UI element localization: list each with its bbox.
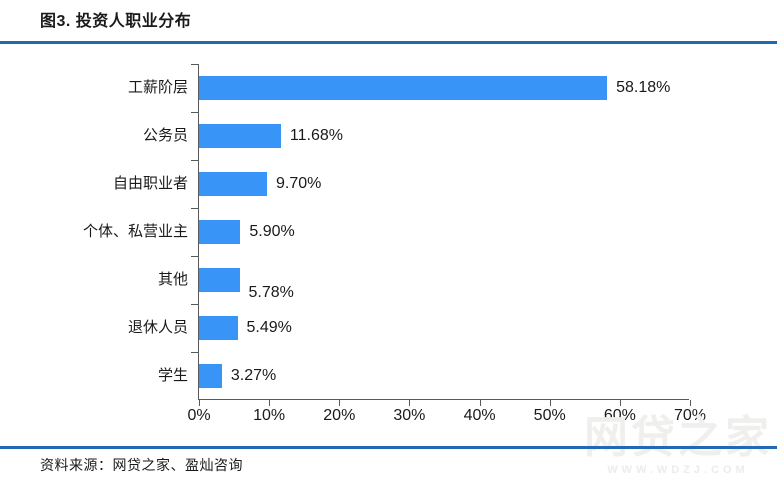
value-label: 5.90% [249, 223, 295, 240]
category-tick [191, 304, 198, 305]
category-label: 其他 [157, 271, 188, 288]
axis-tick [339, 400, 341, 406]
value-label: 9.70% [276, 175, 322, 192]
axis-tick-label: 0% [187, 407, 211, 424]
chart-row: 学生 3.27% [158, 352, 689, 400]
value-label: 5.78% [248, 284, 294, 301]
value-label: 3.27% [230, 367, 277, 384]
category-label: 工薪阶层 [127, 79, 188, 96]
category-tick [191, 208, 198, 209]
axis-tick-label: 40% [463, 407, 496, 424]
chart-row: 退休人员 5.49% [128, 304, 689, 352]
chart-row: 个体、私营业主 5.90% [83, 208, 689, 256]
axis-tick [199, 400, 200, 406]
bar [199, 124, 281, 148]
category-label: 个体、私营业主 [82, 223, 188, 240]
chart-row: 其他 5.78% [158, 256, 689, 304]
bar [199, 172, 267, 196]
axis-tick-label: 20% [323, 407, 356, 424]
axis-tick-label: 70% [673, 407, 707, 424]
value-label: 58.18% [616, 79, 671, 96]
axis-tick-label: 10% [253, 407, 286, 424]
category-tick [191, 256, 198, 257]
axis-tick-label: 50% [533, 407, 566, 424]
chart-row: 工薪阶层 58.18% [128, 64, 689, 112]
category-tick [191, 160, 198, 161]
category-tick [191, 64, 198, 65]
bar [199, 316, 238, 340]
axis-tick [479, 400, 481, 406]
category-tick [191, 352, 198, 353]
bar [199, 220, 241, 244]
page-title: 图3. 投资人职业分布 [40, 13, 192, 30]
chart-row: 自由职业者 9.70% [113, 160, 689, 208]
chart-row: 公务员 11.68% [143, 112, 689, 160]
axis-tick [409, 400, 411, 406]
bar [199, 76, 608, 100]
bar [199, 364, 222, 388]
category-label: 自由职业者 [112, 175, 188, 192]
value-label: 5.49% [246, 319, 292, 336]
axis-tick-label: 30% [393, 407, 426, 424]
source-note: 资料来源：网贷之家、盈灿咨询 [40, 457, 243, 473]
axis-tick [690, 400, 691, 406]
axis-tick [619, 400, 621, 406]
category-tick [191, 112, 198, 113]
axis-tick [269, 400, 271, 406]
axis-tick-label: 60% [603, 407, 636, 424]
plot-area: 工薪阶层 58.18% 公务员 11.68% 自由职业者 9.70% 个体、私营业主 5.90… [83, 64, 706, 424]
bar [199, 268, 240, 292]
watermark-url: WWW.WDZJ.COM [607, 464, 749, 476]
category-label: 退休人员 [127, 319, 188, 336]
axis-tick [549, 400, 551, 406]
category-label: 公务员 [142, 127, 188, 144]
header-divider [0, 41, 777, 44]
category-label: 学生 [157, 367, 188, 384]
footer-divider [0, 446, 777, 449]
value-label: 11.68% [289, 127, 343, 144]
